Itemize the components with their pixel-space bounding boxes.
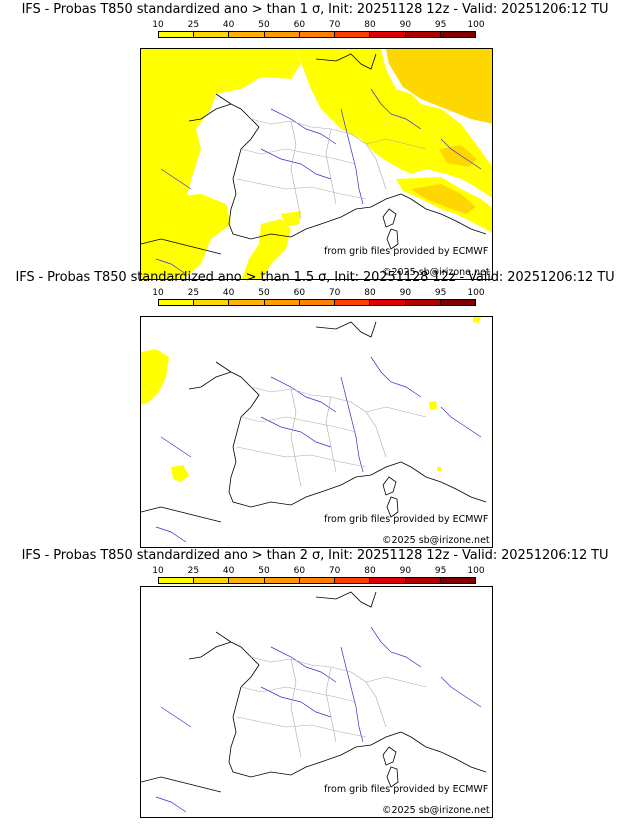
- colorbar-tick-label: 25: [187, 288, 200, 298]
- colorbar-swatch: [299, 578, 336, 583]
- borders: [236, 656, 427, 758]
- colorbar-tick-label: 40: [222, 20, 235, 30]
- map: from grib files provided by ECMWF ©2025 …: [140, 586, 493, 818]
- colorbar-swatch: [405, 578, 441, 583]
- colorbar-tick-label: 100: [467, 20, 485, 30]
- colorbar-swatches: [158, 31, 476, 38]
- map: from grib files provided by ECMWF ©2025 …: [140, 48, 493, 280]
- colorbar-swatch: [405, 300, 441, 305]
- colorbar-tick-label: 60: [293, 288, 306, 298]
- colorbar-swatch: [440, 578, 475, 583]
- credit-copyright: ©2025 sb@irizone.net: [382, 805, 490, 816]
- borders: [236, 386, 427, 488]
- colorbar-swatch: [370, 300, 406, 305]
- coastlines: [141, 321, 487, 523]
- colorbar-tick-label: 70: [328, 288, 341, 298]
- panel-title: IFS - Probas T850 standardized ano > tha…: [21, 2, 609, 17]
- rivers: [155, 626, 482, 813]
- colorbar-tick-label: 90: [399, 288, 412, 298]
- colorbar-swatch: [194, 578, 230, 583]
- probability-map: [141, 49, 492, 279]
- colorbar-swatch: [370, 32, 406, 37]
- credit-copyright: ©2025 sb@irizone.net: [382, 267, 490, 278]
- panel-2sigma: IFS - Probas T850 standardized ano > tha…: [0, 548, 630, 818]
- panel-1sigma: IFS - Probas T850 standardized ano > tha…: [0, 2, 630, 280]
- panel-title: IFS - Probas T850 standardized ano > tha…: [15, 270, 615, 285]
- colorbar-swatch: [299, 300, 336, 305]
- colorbar-tick-label: 95: [434, 566, 447, 576]
- colorbar-swatch: [440, 32, 475, 37]
- probability-map: [141, 591, 487, 813]
- colorbar: 10 25 40 50 60 70 80 90 95 100: [152, 566, 485, 592]
- colorbar-ticks: 10 25 40 50 60 70 80 90 95 100: [152, 288, 484, 298]
- colorbar-tick-label: 60: [293, 20, 306, 30]
- probability-fill-1sigma: [141, 49, 492, 279]
- colorbar-ticks: 10 25 40 50 60 70 80 90 95 100: [152, 20, 484, 30]
- colorbar-swatch: [264, 32, 300, 37]
- probability-fill-1-5sigma: [141, 317, 481, 482]
- colorbar-swatch: [264, 300, 300, 305]
- colorbar-tick-label: 25: [187, 20, 200, 30]
- colorbar-swatch: [335, 578, 371, 583]
- colorbar-tick-label: 95: [434, 288, 447, 298]
- colorbar-tick-label: 10: [152, 288, 164, 298]
- coastlines: [141, 53, 487, 255]
- rivers: [155, 356, 482, 543]
- colorbar-swatch: [335, 32, 371, 37]
- borders: [236, 118, 427, 220]
- colorbar-swatches: [158, 299, 476, 306]
- colorbar-swatch: [229, 32, 265, 37]
- colorbar-tick-label: 80: [364, 20, 376, 30]
- colorbar-tick-label: 90: [399, 20, 412, 30]
- colorbar-tick-label: 50: [258, 566, 270, 576]
- colorbar-swatch: [440, 300, 475, 305]
- colorbar-swatch: [335, 300, 371, 305]
- colorbar-swatch: [405, 32, 441, 37]
- colorbar-swatch: [299, 32, 336, 37]
- colorbar-tick-label: 60: [293, 566, 306, 576]
- colorbar-tick-label: 80: [364, 288, 376, 298]
- colorbar-tick-label: 80: [364, 566, 376, 576]
- colorbar-tick-label: 100: [467, 288, 485, 298]
- colorbar-tick-label: 50: [258, 288, 270, 298]
- probability-map: [141, 317, 487, 543]
- colorbar-tick-label: 70: [328, 566, 341, 576]
- colorbar-tick-label: 10: [152, 566, 164, 576]
- colorbar-swatch: [194, 32, 230, 37]
- colorbar-swatch: [370, 578, 406, 583]
- colorbar-tick-label: 25: [187, 566, 200, 576]
- colorbar-tick-label: 40: [222, 288, 235, 298]
- colorbar-tick-label: 40: [222, 566, 235, 576]
- credit-copyright: ©2025 sb@irizone.net: [382, 535, 490, 546]
- colorbar-swatch: [159, 32, 195, 37]
- colorbar-tick-label: 50: [258, 20, 270, 30]
- credit-source: from grib files provided by ECMWF: [324, 514, 489, 525]
- coastlines: [141, 591, 487, 793]
- colorbar-tick-label: 100: [467, 566, 485, 576]
- rivers: [155, 88, 482, 275]
- colorbar-tick-label: 70: [328, 20, 341, 30]
- colorbar-swatch: [159, 300, 195, 305]
- colorbar-swatch: [159, 578, 195, 583]
- colorbar-swatch: [264, 578, 300, 583]
- colorbar-swatch: [229, 578, 265, 583]
- credit-source: from grib files provided by ECMWF: [324, 246, 489, 257]
- colorbar-tick-label: 10: [152, 20, 164, 30]
- panel-title: IFS - Probas T850 standardized ano > tha…: [21, 548, 609, 563]
- colorbar: 10 25 40 50 60 70 80 90 95 100: [152, 288, 485, 314]
- panel-1-5sigma: IFS - Probas T850 standardized ano > tha…: [0, 270, 630, 548]
- colorbar-swatch: [229, 300, 265, 305]
- map: from grib files provided by ECMWF ©2025 …: [140, 316, 493, 548]
- credit-source: from grib files provided by ECMWF: [324, 784, 489, 795]
- colorbar-tick-label: 90: [399, 566, 412, 576]
- colorbar-swatch: [194, 300, 230, 305]
- colorbar-swatches: [158, 577, 476, 584]
- colorbar-ticks: 10 25 40 50 60 70 80 90 95 100: [152, 566, 484, 576]
- colorbar: 10 25 40 50 60 70 80 90 95 100: [152, 20, 485, 46]
- colorbar-tick-label: 95: [434, 20, 447, 30]
